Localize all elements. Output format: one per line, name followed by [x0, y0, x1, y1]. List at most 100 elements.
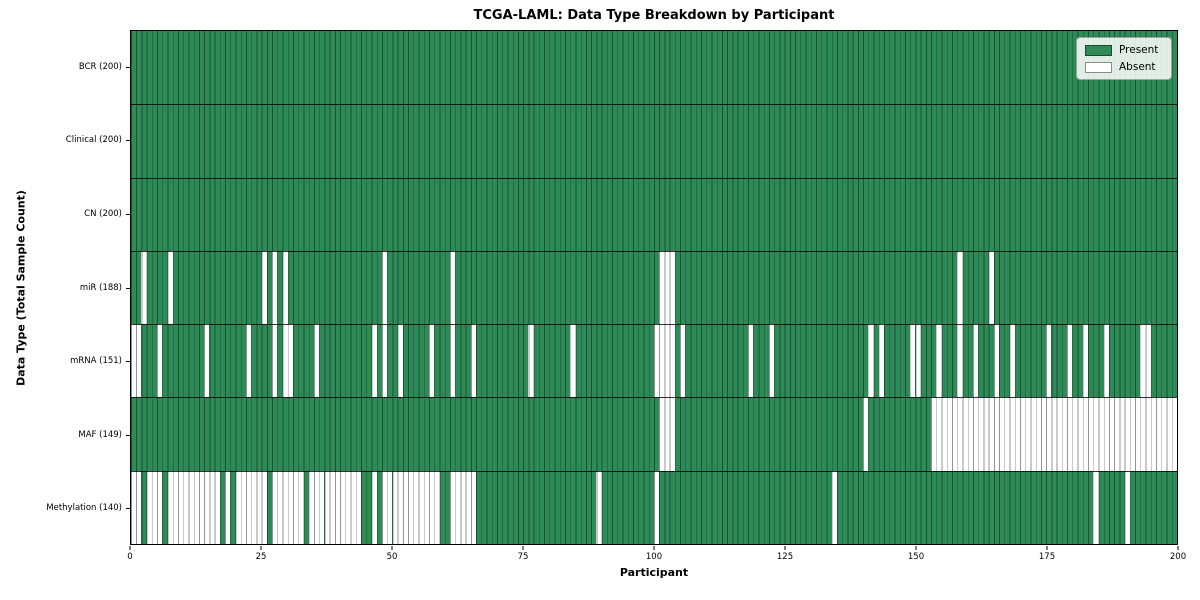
absent-cell — [387, 470, 393, 544]
absent-cell — [340, 470, 346, 544]
absent-cell — [1161, 397, 1167, 471]
absent-cell — [1046, 397, 1052, 471]
absent-cell — [429, 470, 435, 544]
x-tick-label: 75 — [517, 552, 529, 562]
absent-cell — [659, 324, 665, 398]
row-bcr — [131, 31, 1177, 105]
absent-cell — [157, 470, 163, 544]
absent-cell — [131, 324, 137, 398]
absent-cell — [931, 397, 937, 471]
absent-cell — [962, 397, 968, 471]
absent-cell — [282, 324, 288, 398]
absent-cell — [204, 470, 210, 544]
absent-cell — [1056, 397, 1062, 471]
absent-cell — [314, 324, 320, 398]
y-tick-mark — [126, 361, 130, 363]
absent-cell — [1103, 324, 1109, 398]
absent-cell — [1035, 397, 1041, 471]
row-mir — [131, 250, 1177, 325]
absent-cell — [1093, 397, 1099, 471]
x-tick-label: 100 — [645, 552, 663, 562]
absent-cell — [151, 470, 158, 544]
legend-label-present: Present — [1119, 44, 1159, 56]
x-tick-mark — [129, 546, 131, 550]
absent-cell — [1030, 397, 1036, 471]
absent-cell — [769, 324, 775, 398]
absent-cell — [988, 397, 994, 471]
absent-cell — [915, 324, 921, 398]
x-tick-label: 0 — [127, 552, 133, 562]
absent-cell — [941, 397, 947, 471]
absent-cell — [983, 397, 989, 471]
y-tick-marks — [126, 30, 130, 545]
absent-cell — [287, 470, 294, 544]
y-tick-mark — [126, 434, 130, 436]
x-tick-mark — [1046, 546, 1048, 550]
absent-cell — [198, 470, 205, 544]
row-methylation — [131, 470, 1177, 544]
absent-cell — [251, 470, 257, 544]
x-tick-mark — [1177, 546, 1179, 550]
present-swatch-icon — [1085, 44, 1112, 56]
absent-cell — [450, 324, 456, 398]
absent-cell — [1140, 324, 1146, 398]
y-tick-mark — [126, 508, 130, 510]
absent-cell — [1014, 397, 1021, 471]
absent-cell — [434, 470, 440, 544]
absent-cell — [863, 397, 869, 471]
x-tick-label: 50 — [386, 552, 398, 562]
absent-cell — [136, 470, 142, 544]
absent-cell — [831, 470, 838, 544]
x-tick-label: 175 — [1038, 552, 1056, 562]
absent-cell — [957, 324, 963, 398]
row-separator — [131, 397, 1177, 399]
absent-cell — [1004, 397, 1010, 471]
absent-cell — [1046, 324, 1052, 398]
legend-item-absent: Absent — [1085, 61, 1163, 73]
absent-cell — [1082, 397, 1089, 471]
absent-cell — [993, 397, 1000, 471]
x-tick-mark — [653, 546, 655, 550]
legend-item-present: Present — [1085, 44, 1163, 56]
absent-cell — [1145, 324, 1151, 398]
absent-cell — [272, 324, 278, 398]
absent-cell — [1088, 397, 1094, 471]
absent-cell — [460, 470, 466, 544]
absent-cell — [659, 250, 665, 325]
absent-cell — [669, 250, 675, 325]
absent-cell — [1109, 397, 1115, 471]
absent-cell — [261, 250, 267, 325]
absent-cell — [596, 470, 602, 544]
x-tick-label: 125 — [776, 552, 794, 562]
absent-cell — [1119, 397, 1125, 471]
y-tick-label: miR (188) — [79, 282, 122, 293]
absent-cell — [936, 397, 942, 471]
plot-area — [130, 30, 1178, 545]
absent-cell — [157, 324, 163, 398]
y-tick-mark — [126, 140, 130, 142]
y-tick-label: Methylation (140) — [46, 503, 122, 514]
y-tick-mark — [126, 287, 130, 289]
absent-cell — [1061, 397, 1068, 471]
absent-cell — [1067, 397, 1073, 471]
absent-cell — [308, 470, 315, 544]
absent-cell — [371, 324, 377, 398]
absent-cell — [324, 470, 330, 544]
absent-cell — [272, 250, 278, 325]
absent-cell — [910, 324, 916, 398]
absent-cell — [246, 470, 252, 544]
absent-cell — [1150, 397, 1157, 471]
absent-cell — [397, 470, 403, 544]
absent-cell — [188, 470, 194, 544]
absent-cell — [261, 470, 267, 544]
absent-cell — [664, 397, 670, 471]
absent-cell — [167, 250, 173, 325]
absent-cell — [1093, 470, 1099, 544]
absent-cell — [470, 324, 477, 398]
absent-cell — [978, 397, 984, 471]
x-axis-label: Participant — [619, 566, 689, 579]
absent-cell — [246, 324, 252, 398]
y-tick-label: BCR (200) — [78, 61, 122, 72]
absent-cell — [209, 470, 215, 544]
